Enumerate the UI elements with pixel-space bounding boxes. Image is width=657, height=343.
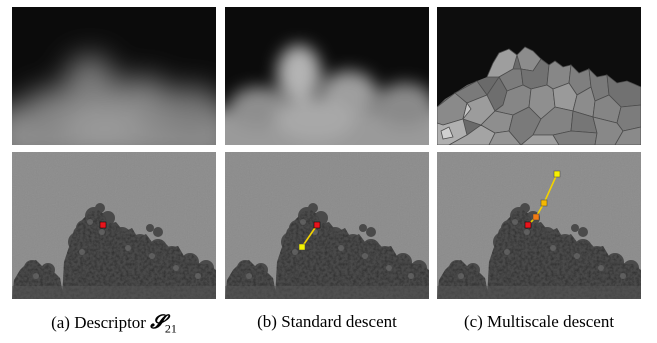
- tree-photo-a: [12, 152, 216, 299]
- start-point-marker: [99, 221, 107, 229]
- path-step-marker: [532, 213, 540, 221]
- start-point-marker: [524, 221, 532, 229]
- descriptor-map-a: [12, 7, 216, 145]
- descriptor-map-c: [437, 7, 641, 145]
- caption-a-subscript: 21: [164, 321, 177, 336]
- descent-path-line: [301, 224, 318, 248]
- end-point-marker: [298, 243, 306, 251]
- tree-photo-b: [225, 152, 429, 299]
- caption-b: (b) Standard descent: [257, 312, 397, 331]
- caption-a-prefix: (a) Descriptor: [51, 313, 151, 332]
- path-step-marker: [540, 199, 548, 207]
- descriptor-map-b: [225, 7, 429, 145]
- caption-a-symbol: 𝓢: [150, 312, 165, 333]
- descent-path-line: [527, 173, 558, 226]
- tree-photo-c: [437, 152, 641, 299]
- caption-a: (a) Descriptor 𝓢21: [4, 312, 224, 336]
- end-point-marker: [553, 170, 561, 178]
- start-point-marker: [313, 221, 321, 229]
- caption-c: (c) Multiscale descent: [463, 312, 615, 331]
